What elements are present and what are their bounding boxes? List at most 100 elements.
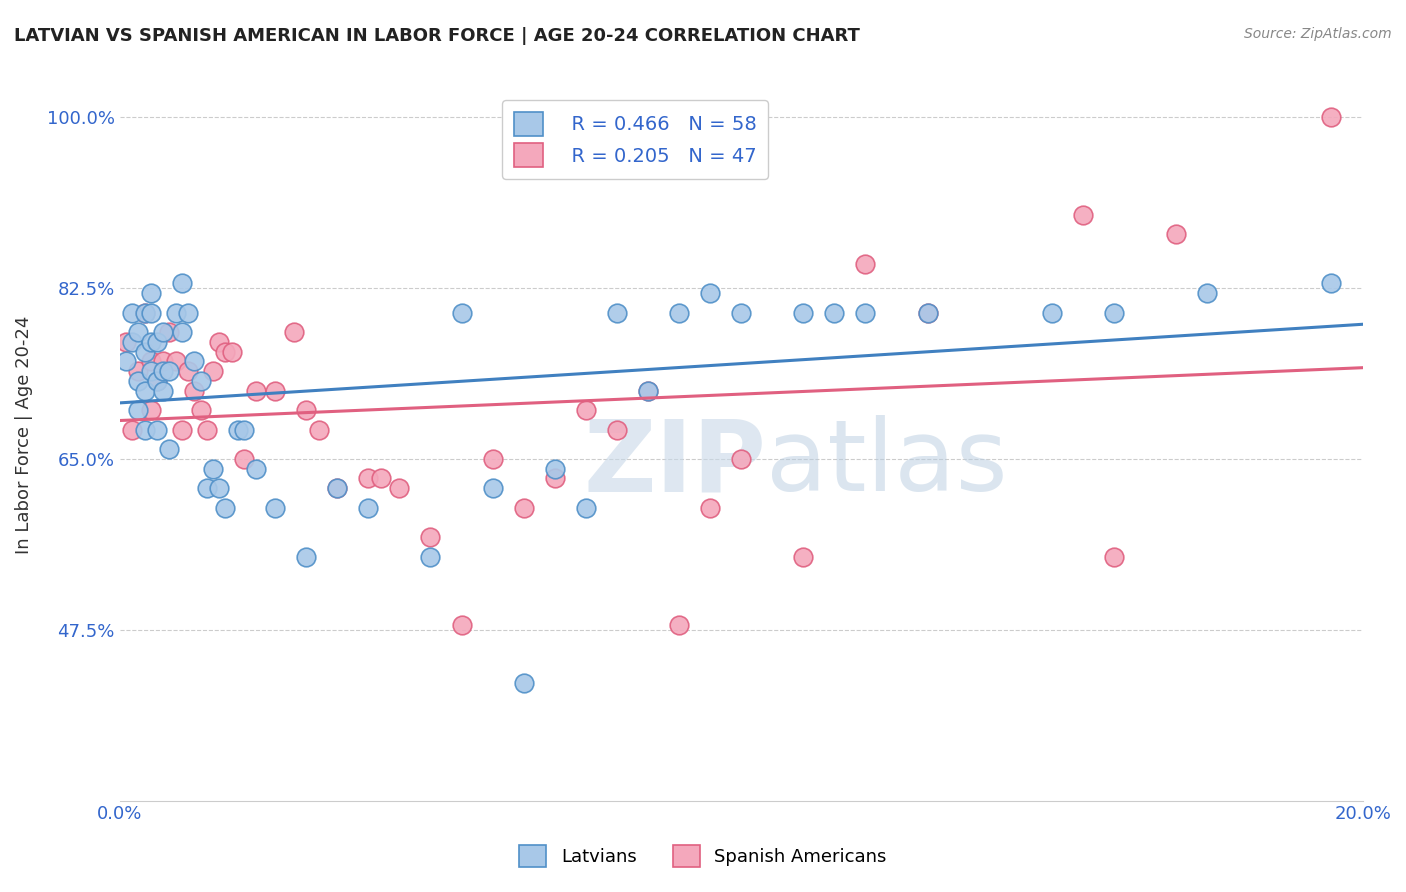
Point (127, 325, 149, 339)
Point (481, 481, 503, 495)
Point (146, 334, 169, 349)
Point (165, 305, 187, 319)
Point (1197, 286, 1219, 301)
Point (139, 364, 162, 378)
Point (139, 354, 162, 368)
Legend: Latvians, Spanish Americans: Latvians, Spanish Americans (512, 838, 894, 874)
Y-axis label: In Labor Force | Age 20-24: In Labor Force | Age 20-24 (15, 316, 32, 554)
Point (283, 325, 305, 339)
Point (152, 354, 174, 368)
Point (221, 344, 243, 359)
Point (214, 344, 236, 359)
Point (115, 354, 138, 368)
Point (388, 481, 411, 495)
Point (917, 305, 939, 319)
Point (606, 305, 628, 319)
Point (575, 500, 598, 515)
Point (823, 305, 845, 319)
Point (183, 384, 205, 398)
Text: Source: ZipAtlas.com: Source: ZipAtlas.com (1244, 27, 1392, 41)
Point (214, 500, 236, 515)
Point (419, 530, 441, 544)
Point (1071, 208, 1094, 222)
Point (264, 384, 287, 398)
Point (233, 452, 256, 467)
Point (170, 423, 193, 437)
Point (195, 481, 218, 495)
Point (326, 481, 349, 495)
Point (512, 500, 534, 515)
Point (357, 471, 380, 485)
Point (699, 500, 721, 515)
Point (159, 442, 181, 457)
Point (855, 305, 877, 319)
Point (544, 471, 567, 485)
Point (177, 364, 200, 378)
Point (855, 257, 877, 271)
Point (183, 354, 205, 368)
Point (668, 305, 690, 319)
Point (1320, 111, 1343, 125)
Point (146, 423, 169, 437)
Point (370, 471, 392, 485)
Point (201, 364, 224, 378)
Point (1102, 549, 1125, 564)
Point (1166, 227, 1188, 242)
Point (1102, 305, 1125, 319)
Point (326, 481, 349, 495)
Point (152, 384, 174, 398)
Point (245, 461, 267, 475)
Text: LATVIAN VS SPANISH AMERICAN IN LABOR FORCE | AGE 20-24 CORRELATION CHART: LATVIAN VS SPANISH AMERICAN IN LABOR FOR… (14, 27, 860, 45)
Text: ZIP: ZIP (583, 416, 766, 512)
Point (201, 461, 224, 475)
Point (177, 305, 200, 319)
Point (146, 374, 169, 388)
Point (419, 549, 441, 564)
Point (127, 364, 149, 378)
Point (139, 305, 162, 319)
Point (121, 305, 143, 319)
Point (450, 618, 472, 632)
Point (165, 354, 187, 368)
Point (233, 423, 256, 437)
Point (245, 384, 267, 398)
Point (152, 364, 174, 378)
Point (139, 403, 162, 417)
Point (127, 374, 149, 388)
Point (295, 403, 318, 417)
Point (226, 423, 249, 437)
Point (121, 423, 143, 437)
Point (115, 334, 138, 349)
Point (195, 423, 218, 437)
Point (668, 618, 690, 632)
Point (512, 676, 534, 690)
Point (450, 305, 472, 319)
Point (152, 325, 174, 339)
Point (357, 500, 380, 515)
Point (792, 549, 814, 564)
Point (134, 305, 156, 319)
Point (146, 374, 169, 388)
Point (134, 344, 156, 359)
Point (637, 384, 659, 398)
Point (170, 277, 193, 291)
Point (134, 384, 156, 398)
Point (295, 549, 318, 564)
Point (730, 305, 752, 319)
Point (190, 403, 212, 417)
Point (699, 286, 721, 301)
Point (575, 403, 598, 417)
Point (139, 334, 162, 349)
Point (127, 403, 149, 417)
Point (121, 334, 143, 349)
Legend:   R = 0.466   N = 58,   R = 0.205   N = 47: R = 0.466 N = 58, R = 0.205 N = 47 (502, 100, 768, 178)
Point (170, 325, 193, 339)
Point (637, 384, 659, 398)
Point (792, 305, 814, 319)
Point (264, 500, 287, 515)
Point (1040, 305, 1063, 319)
Point (917, 305, 939, 319)
Point (159, 364, 181, 378)
Point (134, 305, 156, 319)
Point (159, 325, 181, 339)
